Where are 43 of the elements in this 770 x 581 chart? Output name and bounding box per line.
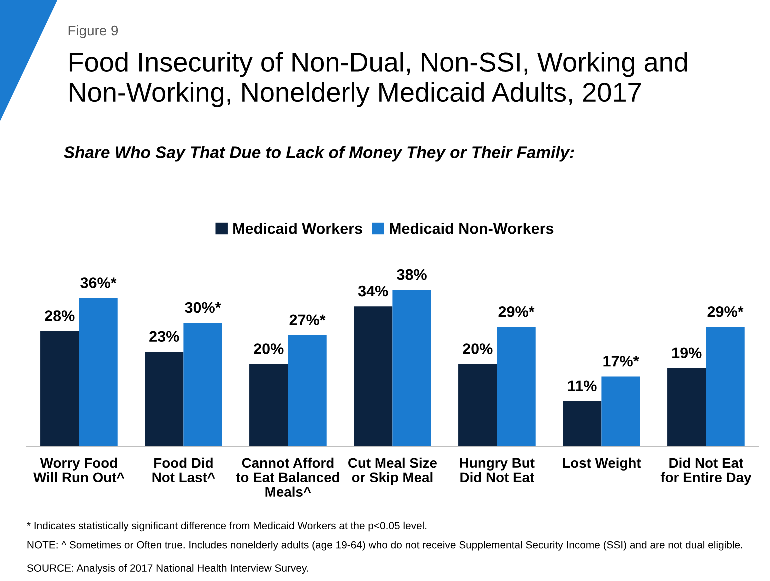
data-label: 19%	[672, 348, 702, 359]
bar	[458, 364, 498, 447]
legend-label: Medicaid Workers	[234, 222, 362, 234]
bar	[145, 352, 184, 447]
x-tick-label: Did Not Eat for Entire Day	[660, 458, 752, 486]
text: * Indicates statistically significant difference from Medicaid Workers at the p<0.05 level.	[27, 522, 427, 532]
data-label: 17%*	[604, 356, 640, 367]
data-label: 38%	[397, 269, 427, 280]
bar	[184, 323, 222, 447]
data-label: 29%*	[498, 306, 535, 318]
x-tick-label: Cannot Afford to Eat Balanced Meals^	[236, 458, 340, 498]
chart-subtitle: Share Who Say That Due to Lack of Money They or Their Family:	[64, 146, 574, 162]
data-label: 36%*	[80, 278, 117, 288]
x-tick-label: Cut Meal Size or Skip Meal	[348, 458, 437, 486]
x-tick-label: Hungry But Did Not Eat	[460, 458, 535, 483]
bar	[563, 401, 602, 447]
x-tick-label: Food Did Not Last^	[152, 458, 216, 483]
data-label: 34%	[358, 286, 388, 297]
caption: Figure 9	[68, 25, 118, 38]
bar	[79, 298, 118, 447]
bar	[40, 331, 80, 447]
data-label: 11%	[568, 380, 597, 392]
data-label: 30%*	[185, 302, 222, 314]
data-label: 23%	[150, 331, 180, 342]
bar	[668, 368, 706, 447]
chart-title: Food Insecurity of Non-Dual, Non-SSI, Working and Non-Working, Nonelderly Medicaid Adults, 2017	[70, 52, 688, 108]
text: NOTE: ^ Sometimes or Often true. Includes nonelderly adults (age 19-64) who do not receive Supplemental Security Income (SSI) and are not dual eligible.	[28, 541, 742, 551]
data-label: 20%	[463, 344, 493, 354]
legend-label: Medicaid Non-Workers	[390, 222, 554, 234]
x-tick-label: Worry Food Will Run Out^	[34, 458, 125, 483]
bar	[354, 306, 393, 447]
data-label: 27%*	[290, 314, 326, 326]
data-label: 29%*	[708, 306, 744, 318]
x-tick-label: Lost Weight	[563, 458, 642, 471]
data-label: 20%	[254, 344, 284, 354]
bar	[706, 327, 745, 447]
source-note: SOURCE: Analysis of 2017 National Health Interview Survey.	[27, 564, 308, 574]
bar	[250, 364, 288, 447]
bar	[602, 376, 640, 447]
data-label: 28%	[45, 310, 75, 322]
bar	[288, 336, 327, 447]
bar	[497, 327, 536, 447]
bar	[392, 290, 432, 447]
